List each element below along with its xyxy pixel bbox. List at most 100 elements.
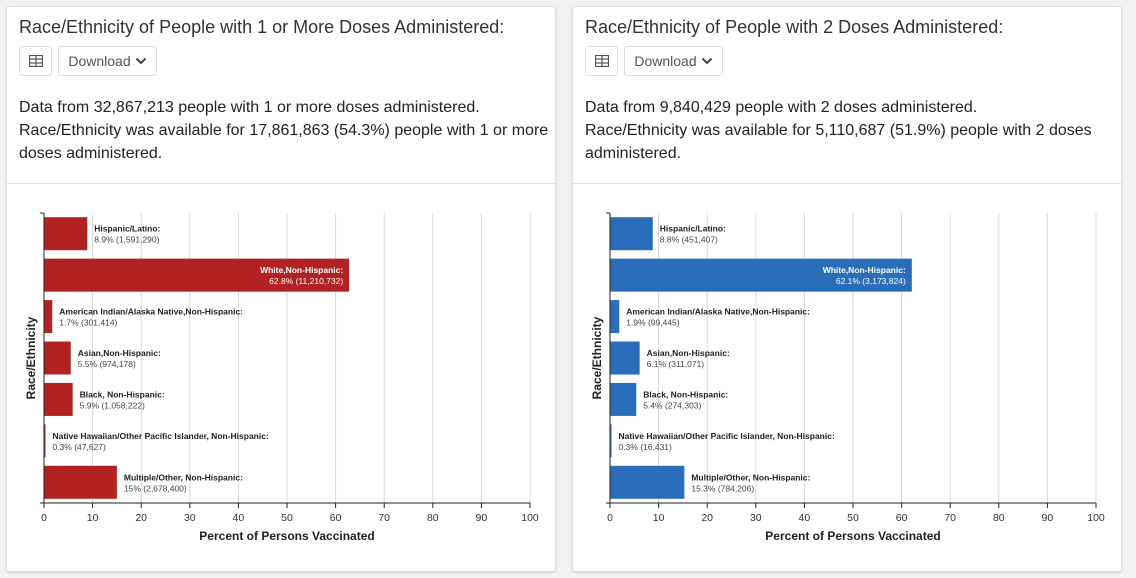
download-button[interactable]: Download	[624, 46, 723, 76]
value-label: 1.9% (99,445)	[626, 318, 680, 328]
value-label: 1.7% (301,414)	[59, 318, 117, 328]
bar	[610, 382, 637, 416]
bar	[610, 258, 912, 292]
gridlines	[92, 213, 531, 503]
bar	[610, 424, 612, 458]
bar	[44, 300, 53, 334]
value-label: 0.3% (16,431)	[618, 442, 672, 452]
card-toolbar: Download	[19, 46, 157, 76]
download-label: Download	[634, 53, 697, 69]
table-view-button[interactable]	[585, 46, 618, 76]
bar	[44, 341, 71, 375]
bar	[44, 465, 117, 499]
value-label: 5.9% (1,058,222)	[80, 400, 145, 410]
category-label: American Indian/Alaska Native,Non-Hispan…	[626, 307, 810, 317]
data-summary: Data from 32,867,213 people with 1 or mo…	[19, 96, 549, 165]
data-summary: Data from 9,840,429 people with 2 doses …	[585, 96, 1115, 165]
x-ticks: 0 10 20 30 40 50 60 70 80 90 100	[41, 503, 539, 524]
category-label: Native Hawaiian/Other Pacific Islander, …	[52, 431, 269, 441]
x-tick-label: 10	[87, 512, 99, 524]
bar	[610, 217, 653, 251]
vaccination-card-2-doses: Race/Ethnicity of People with 2 Doses Ad…	[572, 6, 1122, 572]
category-label: Asian,Non-Hispanic:	[647, 348, 730, 358]
x-tick-label: 10	[653, 512, 665, 524]
category-label: Multiple/Other, Non-Hispanic:	[124, 472, 243, 482]
y-axis-label: Race/Ethnicity	[24, 316, 38, 399]
bar	[44, 258, 350, 292]
x-tick-label: 70	[378, 512, 390, 524]
bars	[610, 217, 912, 499]
category-label: American Indian/Alaska Native,Non-Hispan…	[59, 307, 243, 317]
download-label: Download	[68, 53, 131, 69]
x-tick-label: 50	[281, 512, 293, 524]
category-label: Hispanic/Latino:	[660, 224, 726, 234]
chevron-down-icon	[135, 57, 146, 65]
x-tick-label: 40	[233, 512, 245, 524]
card-toolbar: Download	[585, 46, 723, 76]
bar	[610, 341, 640, 375]
divider	[573, 183, 1121, 184]
bars	[44, 217, 350, 499]
summary-line-total: Data from 9,840,429 people with 2 doses …	[585, 99, 978, 116]
x-tick-label: 100	[1087, 512, 1105, 524]
value-label: 15% (2,678,400)	[124, 483, 187, 493]
bar	[44, 424, 46, 458]
category-label: Hispanic/Latino:	[94, 224, 160, 234]
category-label: Black, Non-Hispanic:	[643, 389, 728, 399]
table-view-button[interactable]	[19, 46, 52, 76]
x-tick-label: 80	[993, 512, 1005, 524]
x-tick-label: 30	[750, 512, 762, 524]
x-tick-label: 30	[184, 512, 196, 524]
value-label: 8.9% (1,591,290)	[94, 235, 159, 245]
value-label: 6.1% (311,071)	[647, 359, 705, 369]
x-tick-label: 0	[41, 512, 47, 524]
x-tick-label: 80	[427, 512, 439, 524]
bar	[44, 217, 88, 251]
value-label: 5.4% (274,303)	[643, 400, 701, 410]
bar	[610, 300, 620, 334]
category-label: White,Non-Hispanic:	[260, 265, 343, 275]
x-tick-label: 20	[701, 512, 713, 524]
x-tick-label: 40	[799, 512, 811, 524]
category-label: Multiple/Other, Non-Hispanic:	[691, 472, 810, 482]
x-ticks: 0 10 20 30 40 50 60 70 80 90 100	[607, 503, 1105, 524]
download-button[interactable]: Download	[58, 46, 157, 76]
summary-line-available: Race/Ethnicity was available for 5,110,6…	[585, 122, 1092, 162]
value-label: 5.5% (974,178)	[78, 359, 136, 369]
data-labels: Hispanic/Latino:8.8% (451,407) White,Non-…	[618, 224, 906, 494]
category-label: Asian,Non-Hispanic:	[78, 348, 161, 358]
value-label: 15.3% (784,206)	[691, 483, 754, 493]
table-icon	[594, 55, 609, 67]
category-label: Black, Non-Hispanic:	[80, 389, 165, 399]
value-label: 0.3% (47,627)	[52, 442, 106, 452]
x-tick-label: 20	[135, 512, 147, 524]
x-tick-label: 90	[1042, 512, 1054, 524]
value-label: 62.1% (3,173,824)	[836, 276, 906, 286]
x-axis-label: Percent of Persons Vaccinated	[765, 529, 940, 543]
bar-chart: Hispanic/Latino:8.9% (1,591,290) White,No…	[24, 212, 539, 543]
table-icon	[28, 55, 43, 67]
card-title: Race/Ethnicity of People with 2 Doses Ad…	[585, 17, 1004, 37]
category-label: Native Hawaiian/Other Pacific Islander, …	[618, 431, 835, 441]
summary-line-total: Data from 32,867,213 people with 1 or mo…	[19, 99, 480, 116]
bar	[44, 382, 73, 416]
card-title: Race/Ethnicity of People with 1 or More …	[19, 17, 505, 37]
x-tick-label: 0	[607, 512, 613, 524]
x-tick-label: 100	[521, 512, 539, 524]
x-tick-label: 60	[896, 512, 908, 524]
value-label: 8.8% (451,407)	[660, 235, 718, 245]
value-label: 62.8% (11,210,732)	[269, 276, 343, 286]
chevron-down-icon	[701, 57, 712, 65]
gridlines	[658, 213, 1097, 503]
bar-chart: Hispanic/Latino:8.8% (451,407) White,Non-…	[590, 212, 1105, 543]
x-tick-label: 90	[476, 512, 488, 524]
y-axis-label: Race/Ethnicity	[590, 316, 604, 399]
category-label: White,Non-Hispanic:	[823, 265, 906, 275]
bar	[610, 465, 685, 499]
vaccination-card-1-dose: Race/Ethnicity of People with 1 or More …	[6, 6, 556, 572]
summary-line-available: Race/Ethnicity was available for 17,861,…	[19, 122, 549, 162]
data-labels: Hispanic/Latino:8.9% (1,591,290) White,No…	[52, 224, 343, 494]
x-tick-label: 50	[847, 512, 859, 524]
x-axis-label: Percent of Persons Vaccinated	[199, 529, 374, 543]
divider	[7, 183, 555, 184]
